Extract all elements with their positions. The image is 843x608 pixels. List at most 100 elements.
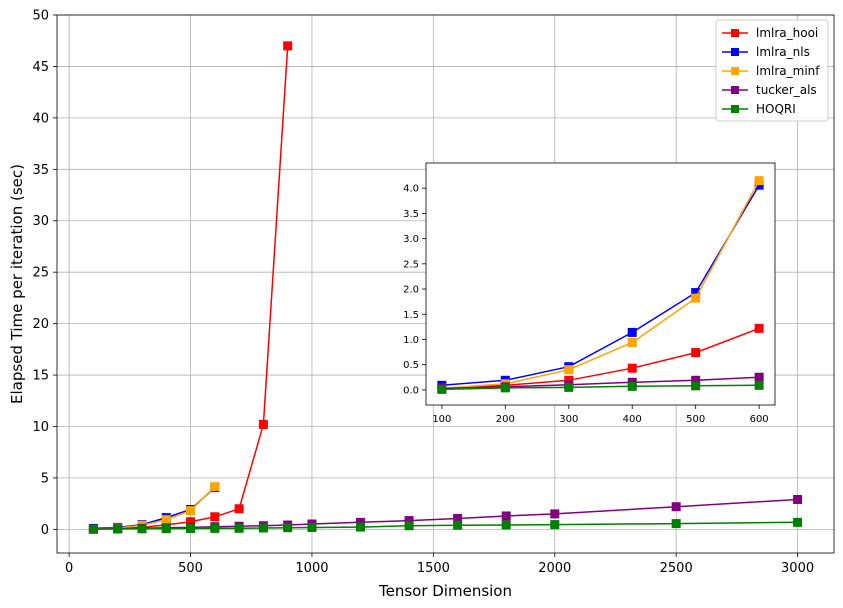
inset-x-tick-label: 300 bbox=[559, 414, 578, 425]
data-point-hoqri bbox=[186, 524, 196, 534]
inset-data-point-lmlra-minf bbox=[754, 176, 764, 186]
data-point-lmlra-hooi bbox=[283, 41, 293, 51]
legend: lmlra_hooi lmlra_nls lmlra_minf tucker_als H… bbox=[715, 19, 829, 122]
data-point-lmlra-minf bbox=[161, 515, 171, 525]
y-tick-label: 45 bbox=[32, 60, 49, 75]
inset-data-point-hoqri bbox=[500, 383, 510, 393]
inset-data-point-lmlra-minf bbox=[627, 337, 637, 347]
legend-box bbox=[715, 19, 829, 122]
data-point-hoqri bbox=[404, 521, 414, 531]
inset-data-point-lmlra-minf bbox=[691, 293, 701, 303]
data-point-lmlra-hooi bbox=[186, 517, 196, 527]
y-tick-label: 15 bbox=[32, 369, 49, 384]
y-tick-label: 30 bbox=[32, 214, 49, 229]
inset-y-tick-label: 3.5 bbox=[403, 209, 419, 220]
inset-series-line-hoqri bbox=[441, 384, 760, 391]
data-point-tucker-als bbox=[671, 502, 681, 512]
x-tick-label: 2000 bbox=[538, 561, 571, 576]
y-tick-label: 10 bbox=[32, 420, 49, 435]
legend-label-lmlra-hooi: lmlra_hooi bbox=[756, 26, 818, 40]
legend-marker-lmlra-hooi bbox=[731, 29, 739, 37]
inset-y-tick-label: 2.0 bbox=[403, 285, 419, 296]
x-tick-label: 3000 bbox=[781, 561, 814, 576]
data-point-hoqri bbox=[258, 523, 268, 533]
inset-series-line-lmlra-hooi bbox=[441, 327, 760, 390]
inset-x-tick-label: 600 bbox=[750, 414, 769, 425]
inset-data-point-hoqri bbox=[754, 380, 764, 390]
data-point-hoqri bbox=[88, 524, 98, 534]
data-point-hoqri bbox=[501, 520, 511, 530]
inset-data-point-lmlra-nls bbox=[627, 327, 637, 337]
inset-y-tick-label: 3.0 bbox=[403, 234, 419, 245]
data-point-hoqri bbox=[671, 519, 681, 529]
legend-label-lmlra-minf: lmlra_minf bbox=[756, 64, 820, 78]
inset-data-point-hoqri bbox=[627, 381, 637, 391]
inset-y-tick-label: 0.0 bbox=[403, 385, 419, 396]
inset-y-tick-label: 2.5 bbox=[403, 259, 419, 270]
data-point-tucker-als bbox=[501, 511, 511, 521]
y-tick-label: 35 bbox=[32, 163, 49, 178]
data-point-tucker-als bbox=[404, 516, 414, 526]
inset-data-point-lmlra-nls bbox=[754, 180, 764, 190]
x-tick-label: 1500 bbox=[417, 561, 450, 576]
inset-x-tick-label: 500 bbox=[686, 414, 705, 425]
data-point-hoqri bbox=[283, 523, 293, 533]
inset-data-point-hoqri bbox=[564, 382, 574, 392]
data-point-hoqri bbox=[550, 520, 560, 530]
data-point-hoqri bbox=[356, 522, 366, 532]
data-point-tucker-als bbox=[793, 495, 803, 505]
inset-plot: 100 200 300 400 500 600 0.0 0.5 1.0 1.5 2.0 2.5 3.0 3… bbox=[403, 162, 776, 425]
legend-label-tucker-als: tucker_als bbox=[756, 83, 817, 97]
inset-data-point-lmlra-hooi bbox=[564, 375, 574, 385]
data-point-lmlra-minf bbox=[186, 506, 196, 516]
x-tick-label: 0 bbox=[65, 561, 73, 576]
inset-data-point-lmlra-hooi bbox=[754, 323, 764, 333]
x-tick-label: 2500 bbox=[660, 561, 693, 576]
main-plot-frame bbox=[56, 14, 835, 554]
data-point-lmlra-hooi bbox=[234, 504, 244, 514]
data-point-tucker-als bbox=[550, 509, 560, 519]
data-point-tucker-als bbox=[453, 514, 463, 524]
inset-y-tick-label: 0.5 bbox=[403, 360, 419, 371]
legend-marker-lmlra-nls bbox=[731, 48, 739, 56]
y-tick-label: 0 bbox=[41, 523, 49, 538]
inset-data-point-lmlra-minf bbox=[564, 365, 574, 375]
data-point-hoqri bbox=[113, 524, 123, 534]
y-tick-label: 25 bbox=[32, 266, 49, 281]
legend-marker-tucker-als bbox=[731, 86, 739, 94]
y-tick-label: 5 bbox=[41, 471, 49, 486]
inset-x-tick-label: 200 bbox=[496, 414, 515, 425]
inset-series-line-lmlra-nls bbox=[441, 184, 760, 387]
inset-x-tick-label: 100 bbox=[432, 414, 451, 425]
inset-y-tick-label: 1.5 bbox=[403, 310, 419, 321]
y-axis-label: Elapsed Time per iteration (sec) bbox=[8, 164, 26, 404]
data-point-hoqri bbox=[307, 522, 317, 532]
data-point-lmlra-hooi bbox=[210, 512, 220, 522]
inset-x-tick-label: 400 bbox=[623, 414, 642, 425]
x-axis-label: Tensor Dimension bbox=[378, 582, 512, 600]
inset-series-line-tucker-als bbox=[441, 376, 760, 390]
data-point-hoqri bbox=[453, 520, 463, 530]
legend-label-hoqri: HOQRI bbox=[756, 102, 796, 116]
legend-label-lmlra-nls: lmlra_nls bbox=[756, 45, 810, 59]
legend-marker-hoqri bbox=[731, 105, 739, 113]
inset-frame bbox=[425, 162, 776, 406]
inset-data-point-lmlra-nls bbox=[691, 288, 701, 298]
inset-data-point-lmlra-hooi bbox=[691, 348, 701, 358]
inset-background bbox=[426, 163, 775, 405]
x-tick-label: 500 bbox=[178, 561, 203, 576]
inset-series-line-lmlra-minf bbox=[441, 180, 760, 390]
data-point-hoqri bbox=[210, 523, 220, 533]
data-point-tucker-als bbox=[356, 517, 366, 527]
data-point-hoqri bbox=[234, 523, 244, 533]
data-point-lmlra-hooi bbox=[258, 419, 268, 429]
inset-y-tick-label: 1.0 bbox=[403, 335, 419, 346]
data-point-hoqri bbox=[161, 524, 171, 534]
inset-data-point-tucker-als bbox=[754, 372, 764, 382]
inset-data-point-tucker-als bbox=[691, 375, 701, 385]
inset-data-point-hoqri bbox=[691, 381, 701, 391]
y-tick-label: 50 bbox=[32, 9, 49, 24]
inset-data-point-hoqri bbox=[437, 384, 447, 394]
data-point-hoqri bbox=[137, 524, 147, 534]
